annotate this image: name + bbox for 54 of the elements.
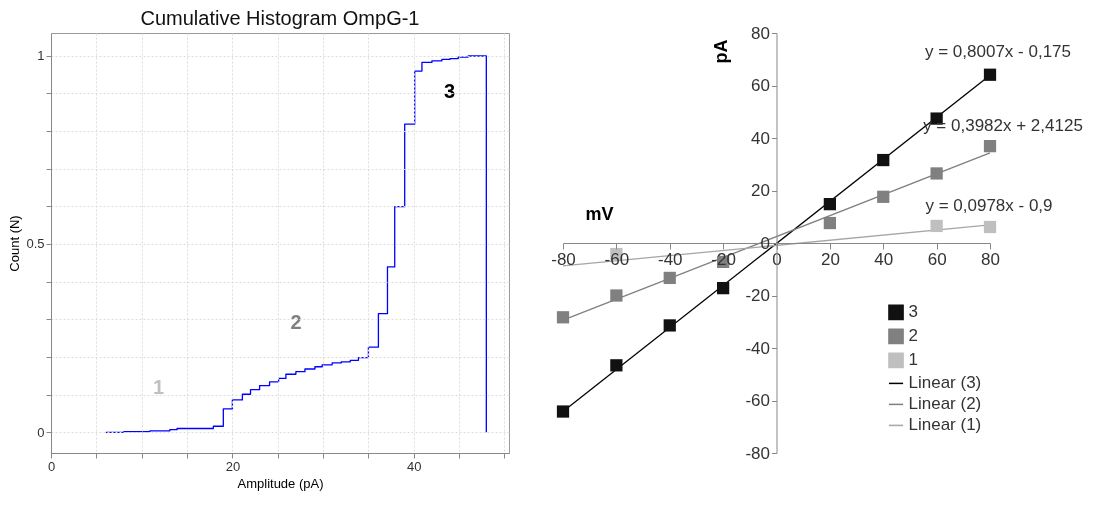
y-axis-title: pA (711, 39, 731, 64)
point (663, 271, 676, 285)
point (983, 68, 997, 81)
point (930, 167, 943, 180)
x-tick-label: -80 (551, 249, 576, 269)
y-tick-label: 20 (751, 181, 770, 200)
y-tick-label: -20 (745, 286, 770, 305)
legend-label: Linear (1) (908, 415, 982, 435)
point (556, 311, 570, 324)
x-tick-label: 20 (820, 249, 840, 269)
point (717, 282, 730, 295)
point (556, 405, 570, 418)
x-tick-label: 40 (874, 249, 894, 269)
x-tick-label: 0 (47, 458, 56, 474)
y-axis-title: Count (N) (7, 215, 23, 272)
y-tick-label: 1 (37, 48, 45, 64)
point (663, 319, 676, 332)
point (930, 219, 943, 233)
point (610, 359, 623, 372)
point (823, 216, 836, 230)
annotation: 2 (290, 310, 302, 333)
annotation: 1 (153, 375, 165, 398)
y-tick-label: 60 (751, 76, 770, 95)
x-axis-title: Amplitude (pA) (237, 475, 324, 491)
point (877, 153, 890, 167)
x-tick-label: 20 (225, 458, 241, 474)
point (983, 220, 997, 234)
y-tick-label: 40 (751, 128, 770, 148)
legend-label: 3 (908, 302, 918, 322)
chart-title: Cumulative Histogram OmpG-1 (140, 7, 420, 29)
y-tick-label: 0 (760, 233, 770, 253)
point (823, 198, 836, 211)
legend-label: 1 (908, 350, 918, 370)
y-tick-label: 0 (37, 424, 45, 440)
annotation: 3 (443, 79, 456, 102)
legend-label: Linear (3) (908, 373, 982, 393)
y-tick-label: -40 (745, 338, 770, 358)
legend-label: 2 (908, 326, 918, 346)
x-tick-label: -20 (711, 249, 736, 269)
y-tick-label: -60 (745, 391, 770, 410)
point (610, 289, 623, 302)
y-tick-label: 80 (751, 23, 770, 43)
x-tick-label: 60 (927, 249, 947, 269)
x-tick-label: 80 (981, 249, 1000, 269)
point (877, 190, 890, 203)
annotation: y = 0,0978x - 0,9 (925, 195, 1053, 215)
y-tick-label: 0.5 (26, 236, 45, 252)
point (983, 140, 997, 153)
x-tick-label: -60 (604, 249, 630, 269)
legend-label: Linear (2) (908, 394, 982, 414)
annotation: y = 0,8007x - 0,175 (924, 42, 1072, 62)
x-axis-title: mV (585, 203, 614, 224)
x-tick-label: -40 (657, 249, 683, 269)
x-tick-label: 40 (407, 458, 422, 474)
